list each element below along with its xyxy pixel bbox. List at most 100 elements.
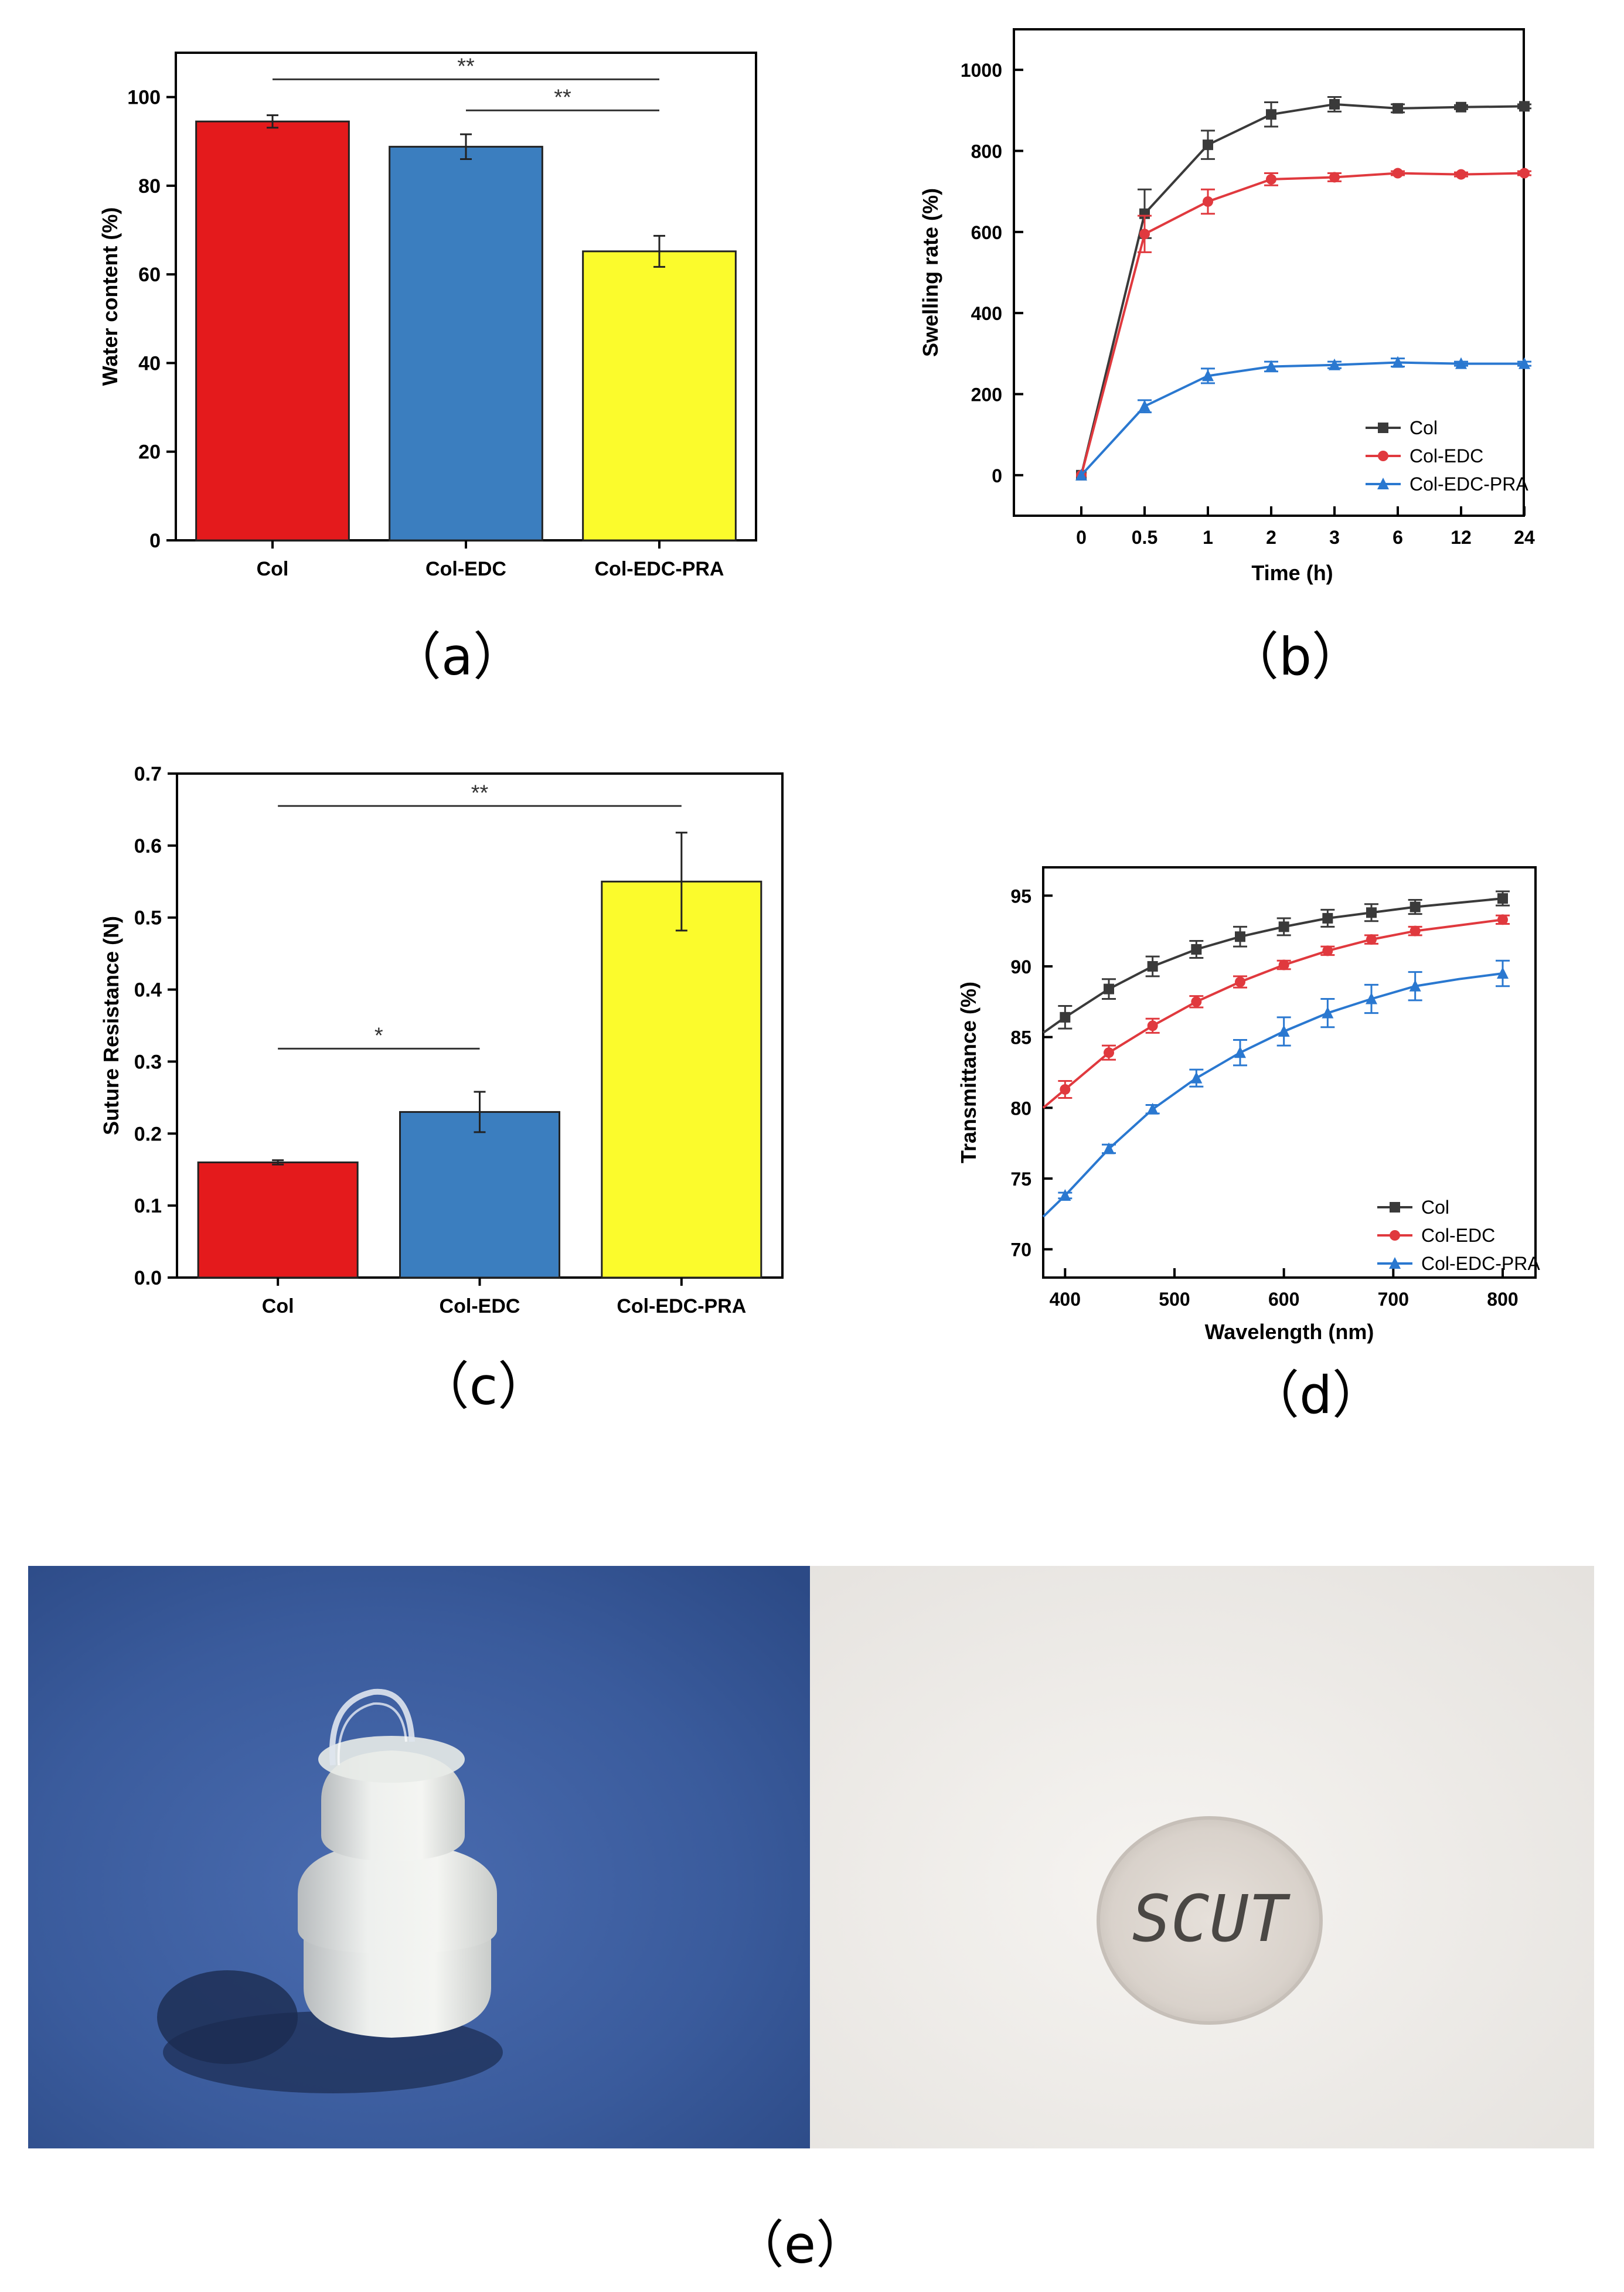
data-point xyxy=(1456,101,1466,113)
data-point xyxy=(1322,945,1333,956)
data-point xyxy=(1366,992,1377,1004)
y-tick-label: 95 xyxy=(1010,886,1031,907)
data-point xyxy=(1104,983,1114,995)
plot-frame xyxy=(1042,866,1537,1279)
y-tick-label: 0.3 xyxy=(134,1051,162,1073)
data-point xyxy=(1519,357,1530,369)
y-tick-label: 90 xyxy=(1010,956,1031,978)
x-axis-label: Time (h) xyxy=(1251,561,1333,585)
y-tick-label: 80 xyxy=(138,175,161,197)
x-tick-label: Col xyxy=(262,1295,294,1317)
data-point xyxy=(1329,172,1340,183)
data-point xyxy=(1455,357,1467,369)
y-tick-label: 100 xyxy=(127,87,161,109)
x-tick-label: 3 xyxy=(1329,527,1340,548)
data-point xyxy=(1409,925,1421,936)
data-point xyxy=(1278,959,1289,970)
data-point xyxy=(1203,139,1213,151)
data-point xyxy=(1146,1102,1159,1115)
lens-on-stand-illustration xyxy=(28,1566,810,2148)
x-axis-label: Wavelength (nm) xyxy=(1205,1320,1374,1344)
data-point xyxy=(1393,103,1403,114)
legend-marker xyxy=(1389,1257,1401,1269)
plot-frame xyxy=(1013,28,1525,517)
y-axis-label: Transmittance (%) xyxy=(956,982,980,1163)
legend-label: Col-EDC xyxy=(1421,1225,1495,1246)
y-tick-label: 200 xyxy=(971,384,1002,406)
y-axis-label: Suture Resistance (N) xyxy=(99,916,123,1135)
data-point xyxy=(1409,901,1421,912)
y-tick-label: 0.0 xyxy=(134,1267,162,1289)
y-axis-label: Swelling rate (%) xyxy=(918,188,942,357)
data-point xyxy=(1366,934,1377,945)
y-tick-label: 0.5 xyxy=(134,907,162,929)
panel-d-transmittance-chart: 70 75 80 85 90 95 400 500 600 700 800 Col Col-EDC Col… xyxy=(903,832,1623,1389)
significance-marker: * xyxy=(374,1023,383,1048)
data-point xyxy=(1519,168,1530,179)
data-point xyxy=(1075,468,1087,481)
data-point xyxy=(1103,1142,1115,1154)
data-point xyxy=(1235,976,1245,987)
data-point xyxy=(1060,1012,1071,1023)
photo-lens-on-stand xyxy=(28,1566,810,2148)
data-point xyxy=(1366,907,1377,918)
handwritten-scut-text: SCUT xyxy=(1132,1881,1291,1956)
y-tick-label: 1000 xyxy=(961,60,1002,81)
significance-marker: ** xyxy=(457,54,475,79)
bar xyxy=(197,1161,359,1279)
legend-label: Col-EDC-PRA xyxy=(1409,474,1528,495)
x-tick-label: 2 xyxy=(1266,527,1276,548)
y-tick-label: 600 xyxy=(971,222,1002,243)
y-tick-label: 85 xyxy=(1010,1027,1031,1048)
x-tick-label: 1 xyxy=(1203,527,1213,548)
data-point xyxy=(1278,1025,1290,1037)
x-tick-label: 0.5 xyxy=(1132,527,1157,548)
y-tick-label: 400 xyxy=(971,303,1002,324)
y-tick-label: 0.2 xyxy=(134,1123,162,1145)
y-tick-label: 40 xyxy=(138,352,161,374)
y-tick-label: 60 xyxy=(138,264,161,286)
y-tick-label: 0 xyxy=(992,465,1002,486)
data-point xyxy=(1147,1020,1158,1031)
panel-a-caption: （a） xyxy=(390,626,525,687)
legend-marker xyxy=(1390,1230,1400,1241)
y-tick-label: 0.1 xyxy=(134,1195,162,1217)
chart-a-svg: 0 20 40 60 80 100 Col Col-EDC Col-EDC-PRA ** ** Wat… xyxy=(98,52,757,580)
panel-b-swelling-rate-chart: 0 200 400 600 800 1000 0 0.5 1 2 3 6 12 24 Col Col-EDC C… xyxy=(867,0,1623,645)
x-tick-label: 400 xyxy=(1050,1289,1081,1310)
y-axis-label: Water content (%) xyxy=(98,207,122,386)
bar xyxy=(389,145,543,542)
x-tick-label: 600 xyxy=(1268,1289,1299,1310)
x-tick-label: 500 xyxy=(1159,1289,1190,1310)
lens-with-handwriting-illustration: SCUT xyxy=(810,1566,1594,2148)
data-point xyxy=(1278,921,1289,932)
data-point xyxy=(1456,169,1466,180)
significance-marker: ** xyxy=(471,781,489,805)
data-point xyxy=(1497,893,1508,904)
x-tick-label: 800 xyxy=(1487,1289,1518,1310)
panel-a-water-content-chart: 0 20 40 60 80 100 Col Col-EDC Col-EDC-PRA ** ** Wat… xyxy=(0,0,762,645)
x-tick-label: Col-EDC-PRA xyxy=(595,558,724,580)
y-tick-label: 800 xyxy=(971,141,1002,162)
x-tick-label: Col-EDC xyxy=(440,1295,520,1317)
data-point xyxy=(1322,1006,1334,1019)
series-line xyxy=(1042,918,1503,1109)
y-tick-label: 70 xyxy=(1010,1239,1031,1261)
y-tick-label: 0.4 xyxy=(134,979,162,1002)
x-tick-label: Col-EDC-PRA xyxy=(617,1295,746,1317)
data-point xyxy=(1266,109,1276,120)
data-point xyxy=(1322,912,1333,924)
data-point xyxy=(1139,229,1150,240)
x-tick-label: 24 xyxy=(1514,527,1535,548)
data-point xyxy=(1060,1084,1071,1095)
data-point xyxy=(1393,168,1403,179)
chart-c-svg: 0.0 0.1 0.2 0.3 0.4 0.5 0.6 0.7 Col Col-EDC Col-ED… xyxy=(99,763,784,1317)
series-line xyxy=(1042,972,1503,1218)
panel-c-caption: （c） xyxy=(417,1356,550,1416)
bar xyxy=(195,120,350,542)
y-tick-label: 80 xyxy=(1010,1098,1031,1119)
data-point xyxy=(1234,1046,1246,1058)
y-tick-label: 0 xyxy=(149,530,161,552)
data-point xyxy=(1190,1071,1203,1084)
